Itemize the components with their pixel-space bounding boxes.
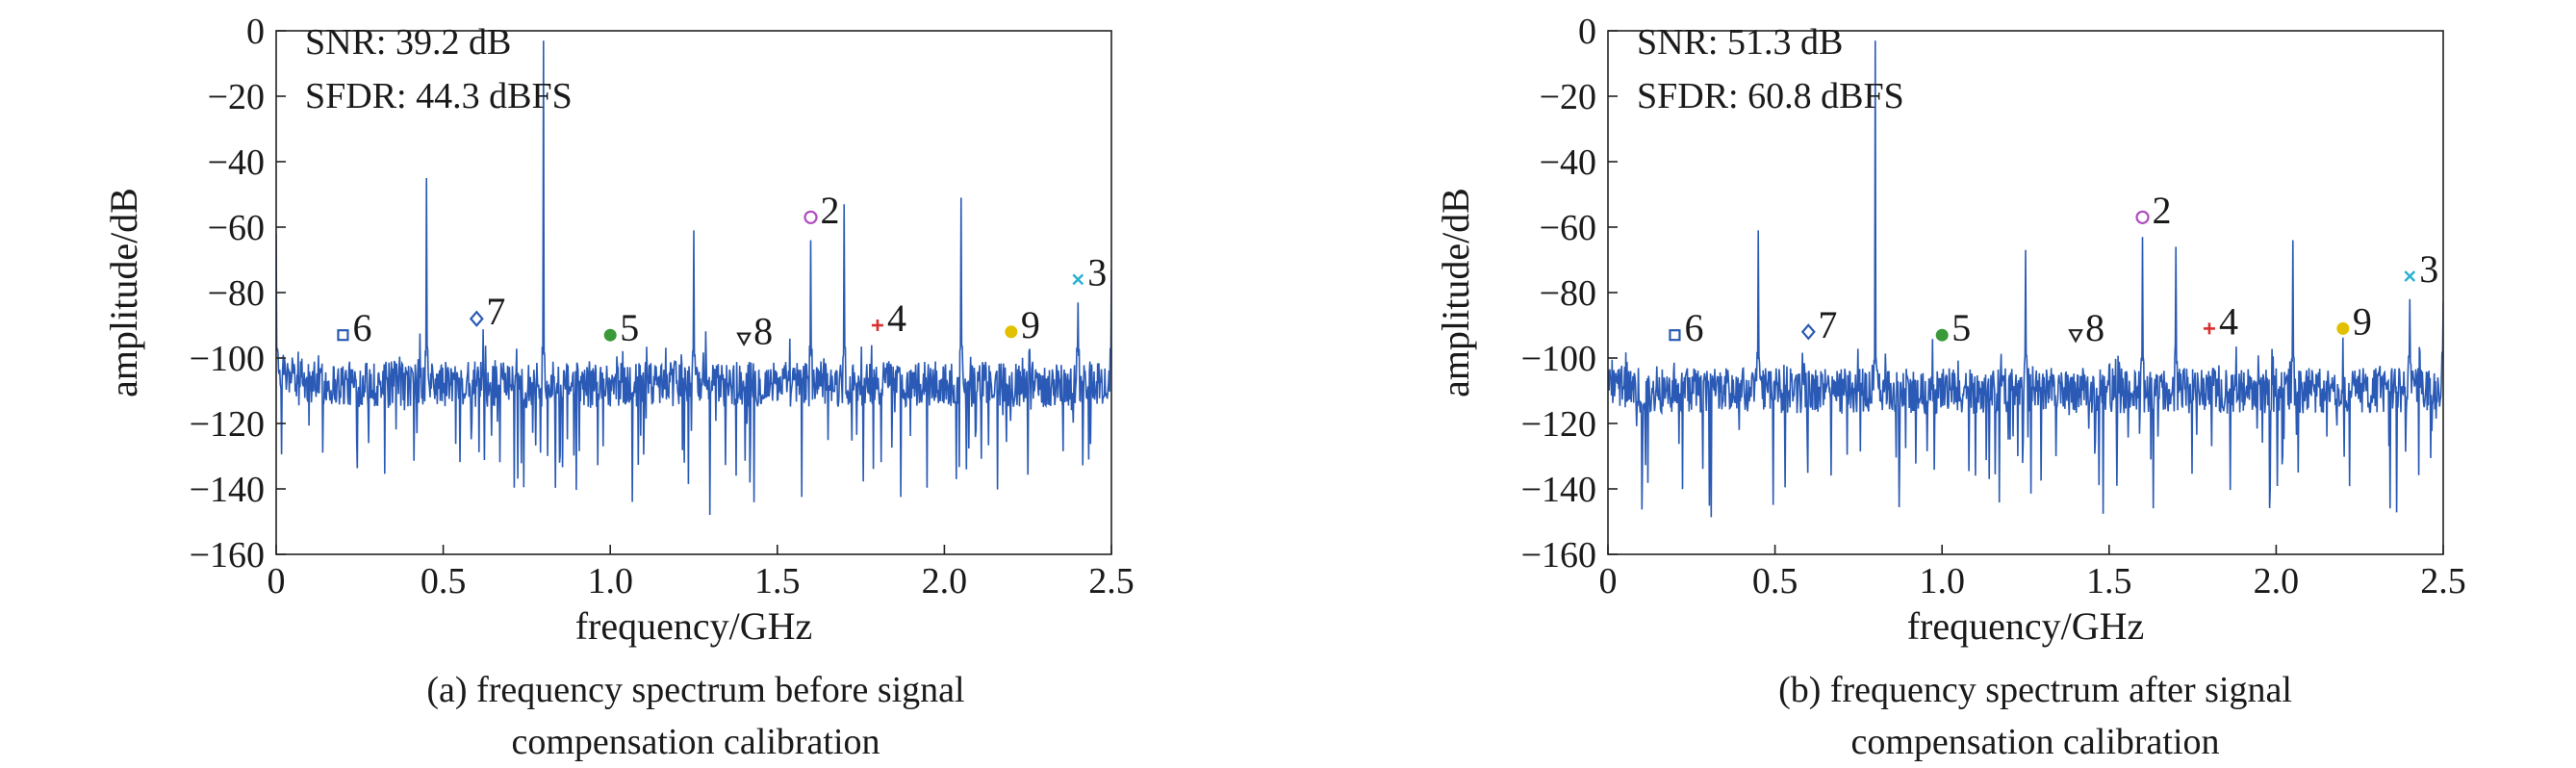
harmonic-label-2: 2 (2153, 189, 2172, 232)
harmonic-marker-4: 4 (2203, 299, 2238, 343)
harmonic-marker-8: 8 (2068, 306, 2104, 349)
x-tick-label: 0 (268, 561, 286, 602)
x-tick-label: 0.5 (1752, 561, 1798, 602)
harmonic-label-3: 3 (2419, 247, 2438, 291)
harmonic-label-8: 8 (2085, 306, 2104, 349)
harmonic-marker-7: 7 (469, 290, 505, 333)
harmonic-marker-2: 2 (803, 189, 840, 232)
spectrum-series-line (1608, 40, 2443, 518)
caption-a-line2: compensation calibration (511, 722, 880, 762)
snr-annotation: SNR: 39.2 dB (305, 22, 511, 63)
harmonic-marker-6: 6 (337, 306, 371, 349)
y-tick-label: −60 (1540, 208, 1596, 248)
harmonic-marker-9: 9 (1005, 303, 1040, 346)
spectrum-plot-a: 0 0.5 1.0 1.5 2.0 2.5 0 −20 −40 −60 −80 −100 −120 −14… (102, 12, 1135, 648)
chart-panel-b: 0 0.5 1.0 1.5 2.0 2.5 0 −20 −40 −60 −80 −100 −120 −14… (1288, 0, 2575, 767)
harmonic-marker-5: 5 (603, 306, 639, 349)
x-tick-label: 1.0 (587, 561, 633, 602)
harmonic-marker-4: 4 (871, 296, 906, 340)
harmonic-label-5: 5 (1951, 306, 1971, 349)
y-tick-label: −120 (190, 404, 265, 445)
y-tick-label: −100 (1521, 339, 1596, 379)
harmonic-label-7: 7 (1818, 303, 1837, 346)
x-axis-title: frequency/GHz (575, 604, 813, 648)
x-tick-label: 1.5 (754, 561, 801, 602)
harmonic-marker-3: 3 (1072, 250, 1107, 294)
y-tick-label: −160 (1521, 535, 1596, 576)
caption-b: (b) frequency spectrum after signal comp… (1670, 664, 2401, 768)
sfdr-annotation: SFDR: 60.8 dBFS (1637, 76, 1904, 116)
y-tick-label: −40 (1540, 142, 1596, 183)
x-tick-label: 2.5 (2420, 561, 2466, 602)
y-tick-label: −140 (1521, 470, 1596, 510)
y-tick-label: −80 (1540, 273, 1596, 314)
chart-panel-a: 0 0.5 1.0 1.5 2.0 2.5 0 −20 −40 −60 −80 −100 −120 −14… (0, 0, 1288, 767)
harmonic-label-6: 6 (1684, 306, 1703, 349)
x-tick-label: 2.5 (1088, 561, 1135, 602)
y-tick-label: −100 (190, 339, 265, 379)
harmonic-label-6: 6 (352, 306, 371, 349)
caption-a-line1: (a) frequency spectrum before signal (426, 670, 965, 710)
harmonic-marker-6: 6 (1669, 306, 1703, 349)
harmonic-label-8: 8 (753, 310, 773, 353)
y-tick-label: −20 (208, 77, 265, 117)
harmonic-label-4: 4 (887, 296, 906, 340)
spectrum-plot-b: 0 0.5 1.0 1.5 2.0 2.5 0 −20 −40 −60 −80 −100 −120 −14… (1434, 12, 2466, 648)
caption-a: (a) frequency spectrum before signal com… (330, 664, 1061, 768)
harmonic-label-9: 9 (2353, 299, 2372, 343)
sfdr-annotation: SFDR: 44.3 dBFS (305, 76, 573, 116)
y-tick-label: 0 (1578, 12, 1596, 52)
harmonic-marker-5: 5 (1935, 306, 1971, 349)
y-tick-label: −40 (208, 142, 265, 183)
y-tick-label: −80 (208, 273, 265, 314)
harmonic-label-7: 7 (486, 290, 505, 333)
harmonic-marker-3: 3 (2404, 247, 2438, 291)
x-tick-label: 0.5 (421, 561, 467, 602)
harmonic-marker-9: 9 (2336, 299, 2372, 343)
x-tick-label: 0 (1599, 561, 1618, 602)
y-tick-label: −20 (1540, 77, 1596, 117)
harmonic-label-4: 4 (2219, 299, 2238, 343)
harmonic-label-9: 9 (1021, 303, 1040, 346)
y-tick-label: −120 (1521, 404, 1596, 445)
y-tick-label: −140 (190, 470, 265, 510)
caption-b-line1: (b) frequency spectrum after signal (1778, 670, 2292, 710)
x-tick-label: 1.5 (2086, 561, 2132, 602)
snr-annotation: SNR: 51.3 dB (1637, 22, 1843, 63)
y-axis-title: amplitude/dB (1434, 188, 1477, 397)
y-axis-title: amplitude/dB (102, 188, 145, 397)
y-tick-label: −60 (208, 208, 265, 248)
harmonic-label-3: 3 (1087, 250, 1107, 294)
caption-b-line2: compensation calibration (1850, 722, 2220, 762)
y-tick-label: −160 (190, 535, 265, 576)
x-tick-label: 2.0 (2254, 561, 2300, 602)
x-tick-label: 1.0 (1919, 561, 1965, 602)
spectrum-series-line (276, 40, 1111, 516)
harmonic-marker-7: 7 (1800, 303, 1837, 346)
harmonic-marker-8: 8 (736, 310, 773, 353)
y-tick-label: 0 (246, 12, 265, 52)
harmonic-label-2: 2 (821, 189, 840, 232)
x-tick-label: 2.0 (922, 561, 968, 602)
harmonic-label-5: 5 (620, 306, 639, 349)
harmonic-marker-2: 2 (2135, 189, 2172, 232)
x-axis-title: frequency/GHz (1907, 604, 2145, 648)
